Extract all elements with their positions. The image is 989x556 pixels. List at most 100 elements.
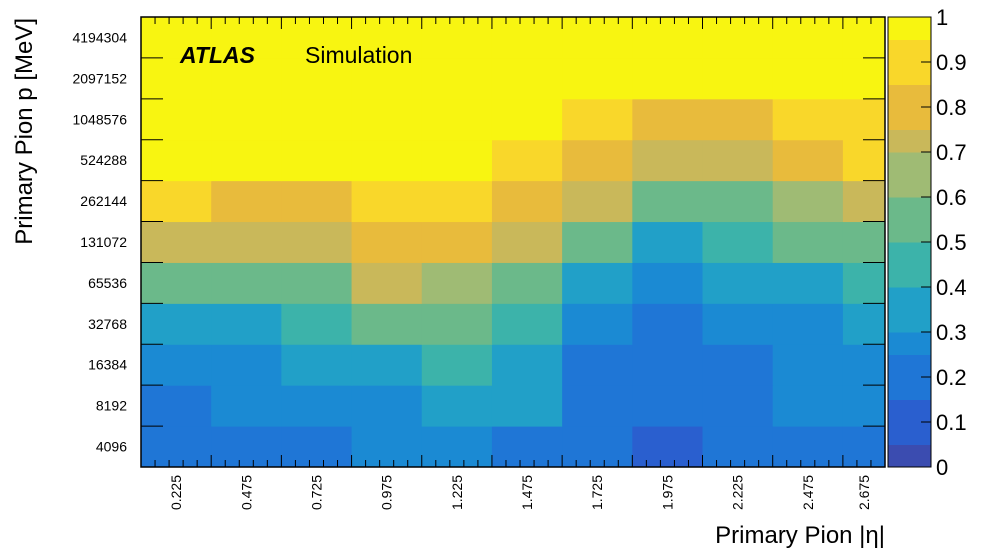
heatmap-cell [562,221,633,263]
heatmap-cell [141,139,212,182]
heatmap-cell [211,303,282,345]
heatmap-cell [702,57,774,100]
heatmap-cell [632,344,704,386]
heatmap-cell [491,426,563,468]
heatmap-cell [421,17,493,59]
heatmap-cell [632,98,704,141]
heatmap-cell [772,221,844,263]
colorbar-tick-label: 1 [936,5,948,30]
heatmap-cell [211,139,282,182]
heatmap-cell [211,385,282,427]
heatmap-cell [141,426,212,468]
heatmap-cell [491,98,563,141]
heatmap-cell [211,221,282,263]
heatmap-cell [421,180,493,223]
heatmap-cell [702,344,774,386]
heatmap-cell [562,385,633,427]
heatmap-cell [632,426,704,468]
heatmap-cell [351,139,423,182]
heatmap-cell [351,98,423,141]
colorbar-segment [888,422,931,445]
atlas-label: ATLAS [179,42,256,68]
colorbar: 0 0.1 0.2 0.3 0.4 0.5 0.6 0.7 0.8 0.9 1 [887,5,967,480]
heatmap-cell [281,385,353,427]
heatmap-cell [632,221,704,263]
heatmap-cell [281,344,353,386]
heatmap-cell [211,262,282,304]
heatmap-cell [632,180,704,223]
heatmap-cell [141,344,212,386]
heatmap-cell [842,262,886,304]
simulation-label: Simulation [305,42,412,68]
colorbar-tick-label: 0 [936,455,948,480]
colorbar-segment [888,377,931,400]
heatmap-cell [351,262,423,304]
heatmap-cell [842,426,886,468]
heatmap-cell [281,221,353,263]
colorbar-segment [888,219,931,243]
heatmap-cell [491,180,563,223]
heatmap-cell [491,303,563,345]
colorbar-tick-label: 0.5 [936,230,967,255]
heatmap-cell [772,17,844,59]
heatmap-cell [772,426,844,468]
y-tick-label: 4194304 [72,29,127,45]
x-axis-tick-labels: 0.225 0.475 0.725 0.975 1.225 1.475 1.725 1.975… [168,475,872,510]
colorbar-segment [888,129,931,153]
heatmap-cell [842,344,886,386]
y-tick-label: 8192 [96,398,127,414]
y-tick-label: 32768 [88,316,127,332]
heatmap-cell [772,98,844,141]
heatmap-cell [421,98,493,141]
heatmap-cell [562,139,633,182]
heatmap-cell [351,303,423,345]
heatmap-cell [562,180,633,223]
heatmap-cell [141,303,212,345]
y-tick-label: 2097152 [72,70,127,86]
heatmap-cell [562,57,633,100]
heatmap-cell [702,180,774,223]
x-tick-label: 2.675 [856,475,872,510]
x-tick-label: 0.725 [308,475,324,510]
heatmap-cell [491,385,563,427]
colorbar-segment [888,242,931,265]
colorbar-segment [888,84,931,108]
heatmap-cell [772,385,844,427]
y-tick-label: 262144 [80,193,127,209]
heatmap-cell [842,221,886,263]
heatmap-cell [491,221,563,263]
heatmap-cell [772,180,844,223]
colorbar-segment [888,197,931,220]
heatmap-cell [772,344,844,386]
x-tick-label: 0.975 [379,475,395,510]
heatmap-cell [211,57,282,100]
heatmap-cell [562,426,633,468]
y-tick-label: 4096 [96,439,127,455]
heatmap-cell [772,57,844,100]
heatmap-cell [562,344,633,386]
heatmap-cell [141,98,212,141]
heatmap-cell [491,57,563,100]
heatmap-cell [421,139,493,182]
heatmap-cell [491,17,563,59]
heatmap-cell [421,426,493,468]
colorbar-segment [888,174,931,198]
heatmap-cell [211,17,282,59]
heatmap-cell [281,426,353,468]
heatmap-cell [772,139,844,182]
heatmap-cell [141,221,212,263]
heatmap-cells [141,17,886,468]
colorbar-segment [888,39,931,63]
heatmap-cell [141,17,212,59]
heatmap-cell [702,385,774,427]
colorbar-segment [888,332,931,355]
heatmap-cell [281,303,353,345]
heatmap-cell [842,57,886,100]
heatmap-cell [141,57,212,100]
heatmap-cell [351,344,423,386]
heatmap-cell [562,303,633,345]
colorbar-segment [888,62,931,85]
colorbar-tick-label: 0.9 [936,50,967,75]
heatmap-cell [842,98,886,141]
